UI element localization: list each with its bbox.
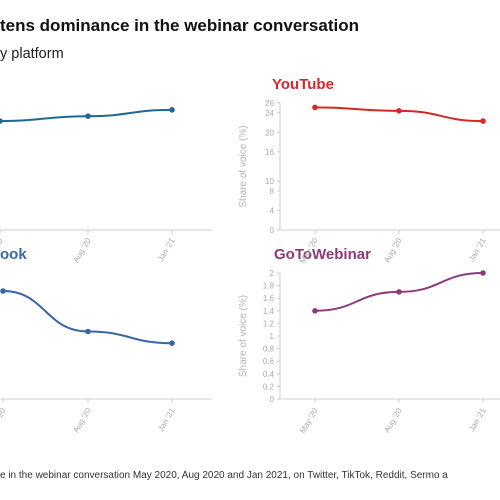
y-tick-label-youtube: 24	[265, 109, 274, 118]
data-point-youtube	[480, 118, 486, 124]
chart-footnote: e in the webinar conversation May 2020, …	[0, 470, 448, 481]
y-tick-label-gotowebinar: 0.4	[263, 370, 275, 379]
y-tick-label-youtube: 16	[265, 148, 274, 157]
panel-title-gotowebinar: GoToWebinar	[274, 246, 371, 263]
x-tick-label-gotowebinar: Jan '21	[467, 406, 488, 433]
y-tick-label-youtube: 10	[265, 177, 274, 186]
x-tick-label-youtube: Jan '21	[467, 236, 488, 263]
data-point-youtube	[396, 108, 402, 114]
x-tick-label-facebook: Jan '21	[156, 406, 177, 433]
y-tick-label-youtube: 8	[270, 187, 275, 196]
chart-subtitle: y platform	[0, 46, 64, 62]
data-point-gotowebinar	[396, 289, 402, 295]
x-tick-label-twitter: May '20	[0, 236, 5, 265]
x-tick-label-twitter: Jan '21	[156, 236, 177, 263]
y-tick-label-youtube: 26	[265, 99, 274, 108]
data-point-gotowebinar	[312, 308, 318, 314]
data-point-gotowebinar	[480, 270, 486, 276]
x-tick-label-youtube: Aug '20	[382, 236, 404, 264]
x-tick-label-gotowebinar: May '20	[298, 406, 320, 435]
y-tick-label-gotowebinar: 0.6	[263, 357, 275, 366]
x-tick-label-facebook: Aug '20	[71, 406, 93, 434]
y-tick-label-gotowebinar: 1	[270, 332, 275, 341]
y-tick-label-youtube: 20	[265, 128, 274, 137]
y-tick-label-gotowebinar: 1.8	[263, 282, 275, 291]
data-point-facebook	[0, 288, 6, 294]
y-axis-label-youtube: Share of voice (%)	[238, 125, 249, 207]
data-point-youtube	[312, 104, 318, 111]
y-tick-label-gotowebinar: 1.6	[263, 294, 275, 303]
y-tick-label-youtube: 4	[270, 206, 275, 215]
x-tick-label-facebook: May '20	[0, 406, 8, 435]
chart-title: tens dominance in the webinar conversati…	[0, 16, 359, 35]
x-tick-label-youtube: May '20	[298, 236, 320, 265]
data-point-facebook	[85, 328, 91, 335]
y-tick-label-youtube: 0	[270, 226, 275, 235]
panel-title-facebook: ook	[0, 246, 27, 263]
data-point-twitter	[0, 118, 3, 124]
series-line-facebook	[2, 290, 173, 345]
data-point-facebook	[169, 340, 175, 347]
y-tick-label-gotowebinar: 0.8	[263, 345, 275, 354]
y-tick-label-gotowebinar: 2	[270, 269, 275, 278]
y-tick-label-gotowebinar: 0	[270, 395, 275, 404]
x-tick-label-gotowebinar: Aug '20	[382, 406, 404, 434]
y-tick-label-gotowebinar: 0.2	[263, 382, 275, 391]
panel-title-youtube: YouTube	[272, 76, 334, 93]
data-point-twitter	[85, 113, 91, 119]
y-tick-label-gotowebinar: 1.4	[263, 307, 275, 316]
y-tick-label-gotowebinar: 1.2	[263, 319, 275, 328]
y-axis-label-gotowebinar: Share of voice (%)	[238, 295, 249, 377]
data-point-twitter	[169, 107, 175, 113]
x-tick-label-twitter: Aug '20	[71, 236, 93, 264]
